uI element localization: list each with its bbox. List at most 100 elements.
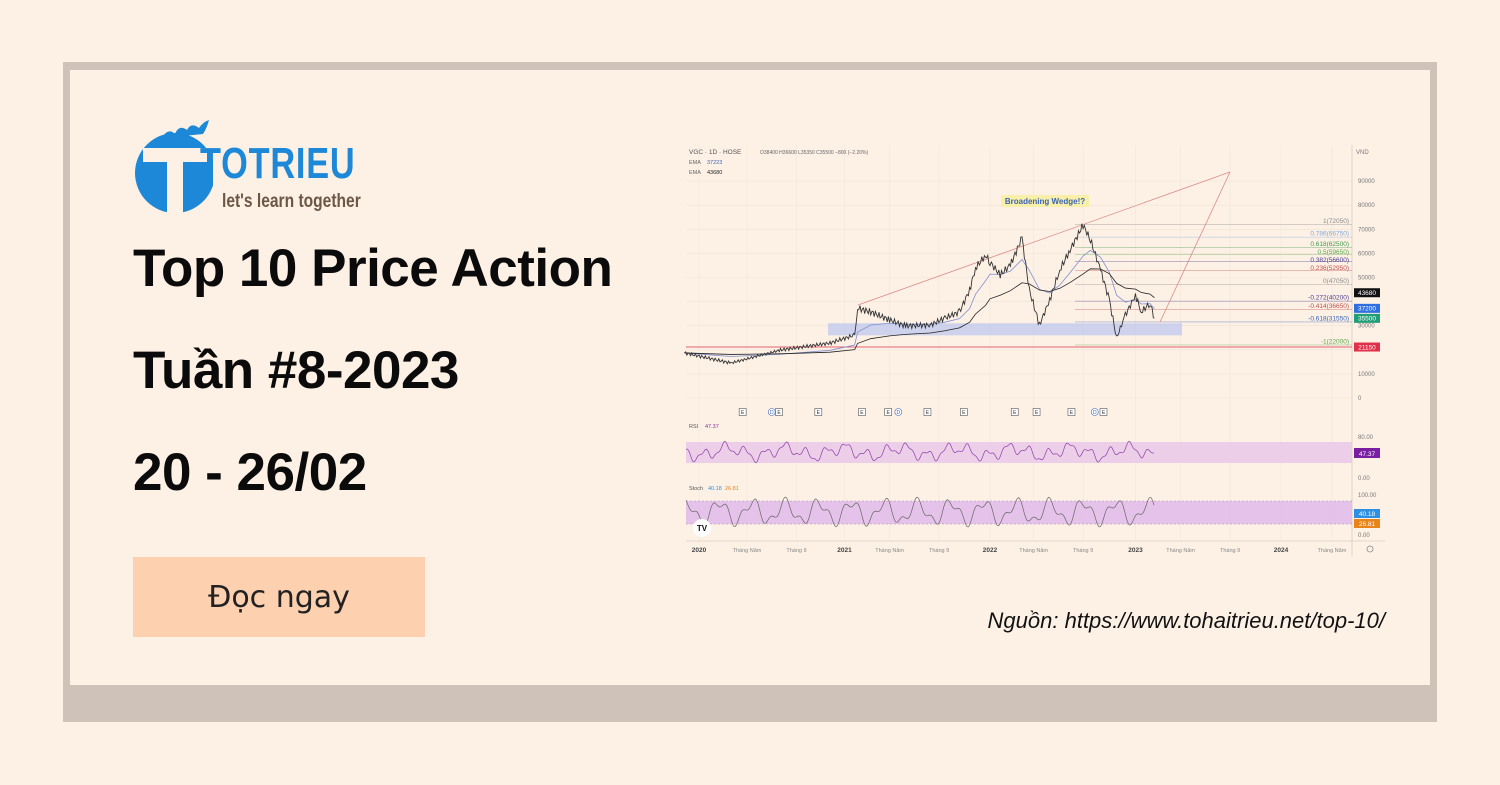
earnings-event-icon [1032,408,1041,416]
event-label: E [1102,410,1106,416]
tradingview-logo-icon-glyph: TV [697,524,708,533]
time-axis-tick: Tháng 9 [1220,548,1240,554]
price-axis-tick: 10000 [1358,372,1375,378]
event-label: D [1093,410,1097,416]
earnings-event-icon [960,408,968,416]
fib-level-label: -0.618(31550) [1308,315,1349,322]
fib-level-label: -0.414(36650) [1308,303,1349,310]
stoch-tick-0: 0.00 [1358,533,1370,539]
earnings-event-icon [1010,408,1019,416]
rsi-band [686,442,1352,463]
time-axis-tick: Tháng Năm [733,548,762,554]
price-badge-value: 21150 [1358,344,1376,351]
price-axis-tick: 60000 [1358,251,1375,257]
price-axis-tick: 30000 [1358,324,1375,330]
rsi-badge-value: 47.37 [1359,451,1376,458]
title-line-1: Top 10 Price Action [133,239,613,298]
rsi-line [685,440,1155,464]
earnings-event-icon [1099,408,1108,416]
event-label: E [1013,410,1017,416]
earnings-event-icon [814,408,823,416]
ema1-value: 37223 [707,160,722,166]
ema1-label: EMA [689,160,701,166]
event-label: D [897,410,901,416]
stoch-d-legend: 26.81 [725,486,739,492]
time-axis-tick: 2020 [692,547,707,554]
time-axis-tick: Tháng Năm [1019,548,1048,554]
annotation-bg [1001,195,1089,207]
price-axis-tick: 0 [1358,396,1362,402]
read-now-button[interactable]: Đọc ngay [133,557,425,637]
fib-level-label: 0.5(59650) [1318,249,1349,256]
fib-level-label: 0.618(62500) [1310,241,1349,248]
rsi-tick-0: 0.00 [1358,476,1370,482]
fib-level-label: -0.272(40200) [1308,295,1349,302]
totrieu-logo[interactable]: TOTRIEU let's learn together [133,118,408,218]
source-link[interactable]: Nguồn: https://www.tohaitrieu.net/top-10… [987,608,1385,633]
fib-level-label: 0.382(56600) [1310,257,1349,264]
ema-slow-line [684,268,1155,355]
wedge-upper-trendline [857,171,1231,306]
projection-arrow [1159,171,1231,323]
stoch-k-badge [1354,509,1380,518]
rsi-value-legend: 47.37 [705,424,719,430]
price-line [684,223,1155,365]
time-axis-tick: 2022 [983,547,998,554]
fib-level-label: 0(47050) [1323,278,1349,285]
dividend-event-icon [1090,408,1099,416]
event-label: E [1035,410,1039,416]
earnings-event-icon [775,408,783,416]
price-badge [1354,288,1380,298]
broadening-wedge-annotation: Broadening Wedge!? [1005,197,1085,206]
title-line-3: 20 - 26/02 [133,443,367,502]
event-label: E [860,410,864,416]
price-badge [1354,303,1380,313]
stoch-line [685,496,1155,528]
price-badge [1354,342,1380,352]
price-badge-value: 35500 [1358,316,1376,323]
price-axis-tick: 70000 [1358,227,1375,233]
ema-fast-line [684,249,1155,357]
time-axis-tick: 2023 [1128,547,1143,554]
stoch-k-legend: 40.18 [708,486,722,492]
logo-brand: TOTRIEU [200,139,356,188]
event-label: E [886,410,890,416]
rsi-badge [1354,448,1380,458]
event-label: D [770,410,774,416]
earnings-event-icon [923,408,932,416]
fib-level-label: 0.786(66750) [1310,231,1349,238]
event-label: E [926,410,930,416]
plot-layer: 90000 80000 70000 60000 50000 30000 10000 0 1(72… [684,171,1380,554]
price-badge [1354,313,1380,323]
price-badge-value: 37200 [1358,306,1376,313]
fib-level-label: 0.236(52950) [1310,265,1349,272]
rsi-tick-80: 80.00 [1358,435,1374,441]
chart-symbol: VGC · 1D · HOSE [689,149,742,156]
earnings-event-icon [1067,408,1076,416]
currency-label: VND [1356,150,1369,156]
settings-icon[interactable] [1366,545,1374,553]
stoch-label: Stoch [689,486,703,492]
price-axis-tick: 80000 [1358,203,1375,209]
chart-ohlc: O38400 H36600 L35350 C35500 −800 (−2.20%… [760,150,868,156]
tradingview-logo-icon [693,519,711,537]
stoch-d-badge [1354,519,1380,528]
read-now-label: Đọc ngay [208,579,350,615]
price-axis-tick: 50000 [1358,276,1375,282]
earnings-event-icon [858,408,866,416]
ema2-value: 43680 [707,170,722,176]
time-axis-tick: 2021 [837,547,852,554]
support-zone [828,323,1182,336]
earnings-event-icon [738,408,747,416]
stoch-k-badge-value: 40.18 [1359,511,1376,518]
fib-level-label: 1(72050) [1323,218,1349,225]
event-label: E [817,410,821,416]
event-label: E [741,410,745,416]
chart-grid [686,145,1385,556]
time-axis-tick: 2024 [1274,547,1289,554]
title-line-2: Tuần #8-2023 [133,341,459,400]
stoch-band [686,501,1352,524]
event-label: E [1070,410,1074,416]
time-axis-tick: Tháng Năm [1318,548,1347,554]
